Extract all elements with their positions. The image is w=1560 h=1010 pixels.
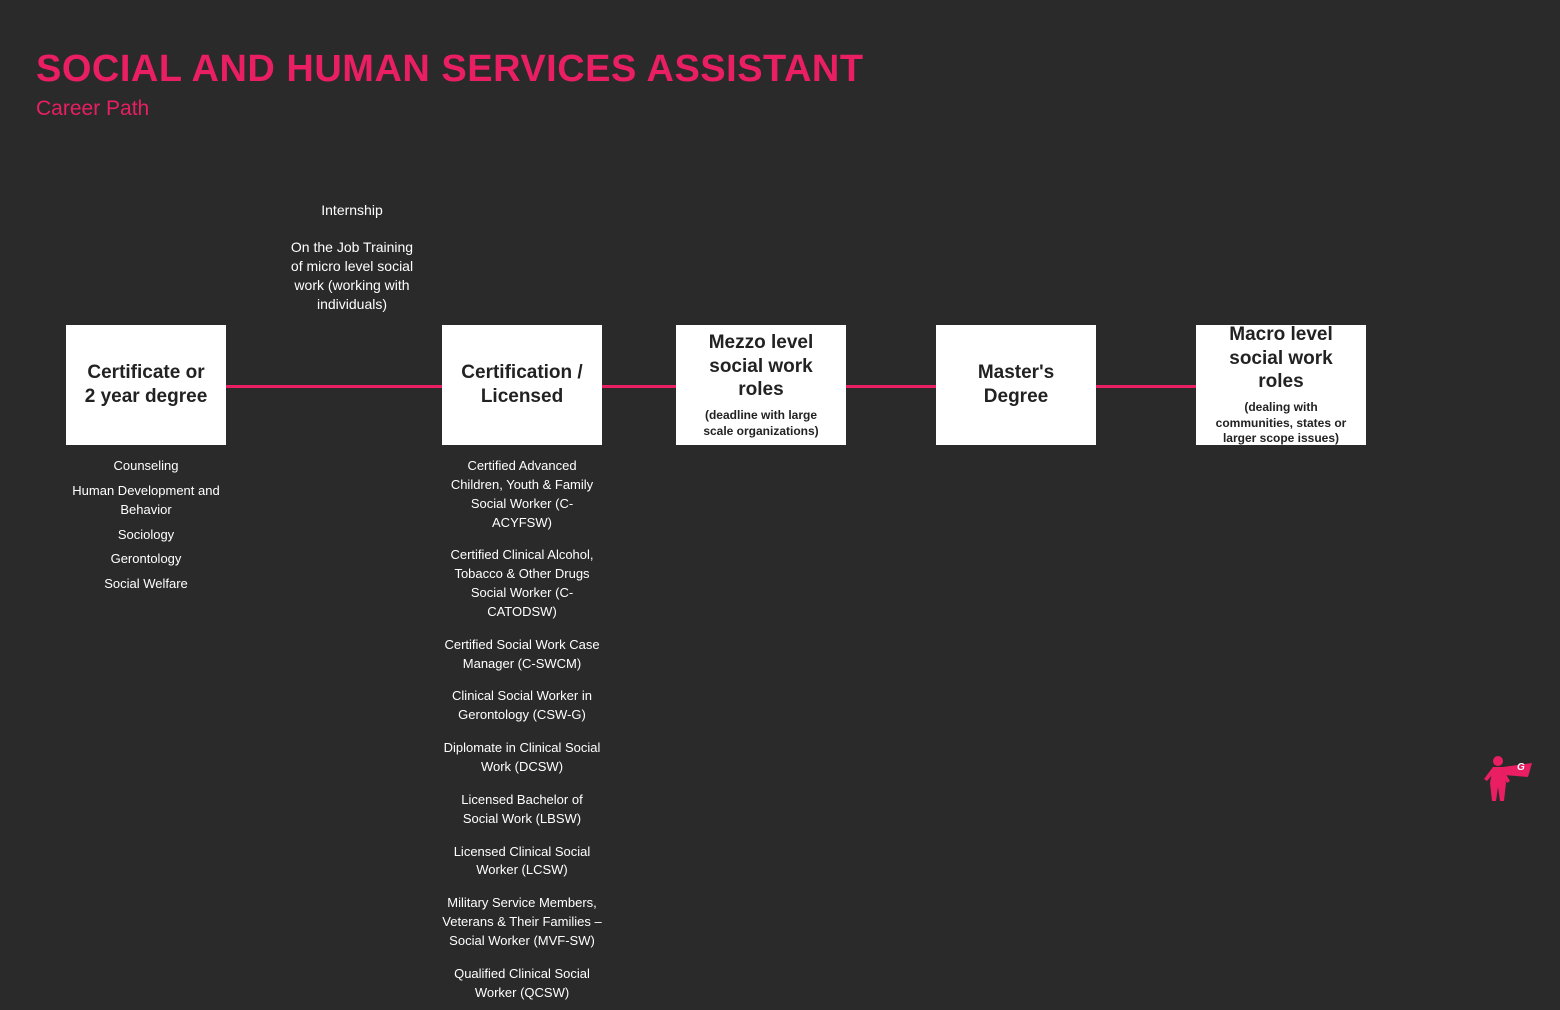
list-item: Gerontology (66, 550, 226, 569)
list-item: Counseling (66, 457, 226, 476)
node-label: Macro level social work roles (1210, 323, 1352, 394)
node-box-macro: Macro level social work roles (dealing w… (1196, 325, 1366, 445)
list-item: Certified Advanced Children, Youth & Fam… (442, 457, 602, 532)
node-masters: Master's Degree (936, 201, 1096, 445)
list-item: Human Development and Behavior (66, 482, 226, 520)
node-box-certificate: Certificate or 2 year degree (66, 325, 226, 445)
page-title: SOCIAL AND HUMAN SERVICES ASSISTANT (36, 48, 1560, 91)
list-item: Clinical Social Worker in Gerontology (C… (442, 687, 602, 725)
list-item: Licensed Clinical Social Worker (LCSW) (442, 843, 602, 881)
list-item: Qualified Clinical Social Worker (QCSW) (442, 965, 602, 1003)
header: SOCIAL AND HUMAN SERVICES ASSISTANT Care… (0, 0, 1560, 121)
node-label: Mezzo level social work roles (690, 331, 832, 402)
node-box-certification: Certification / Licensed (442, 325, 602, 445)
above-item: On the Job Training of micro level socia… (287, 238, 417, 314)
node-sublabel: (deadline with large scale organizations… (690, 408, 832, 439)
node-training: Internship On the Job Training of micro … (272, 201, 432, 323)
certification-list: Certified Advanced Children, Youth & Fam… (442, 457, 602, 1010)
node-label: Certificate or 2 year degree (80, 361, 212, 409)
list-item: Sociology (66, 526, 226, 545)
node-sublabel: (dealing with communities, states or lar… (1210, 400, 1352, 447)
list-item: Licensed Bachelor of Social Work (LBSW) (442, 791, 602, 829)
page-subtitle: Career Path (36, 97, 1560, 121)
node-certification: Certification / Licensed Certified Advan… (442, 201, 602, 1010)
nodes-row: Certificate or 2 year degree Counseling … (0, 201, 1560, 1010)
node-box-masters: Master's Degree (936, 325, 1096, 445)
list-item: Social Welfare (66, 575, 226, 594)
node-label: Master's Degree (950, 361, 1082, 409)
node-box-mezzo: Mezzo level social work roles (deadline … (676, 325, 846, 445)
training-above-group: Internship On the Job Training of micro … (287, 201, 417, 313)
node-macro: Macro level social work roles (dealing w… (1196, 201, 1366, 445)
list-item: Military Service Members, Veterans & The… (442, 894, 602, 951)
list-item: Certified Social Work Case Manager (C-SW… (442, 636, 602, 674)
list-item: Certified Clinical Alcohol, Tobacco & Ot… (442, 546, 602, 621)
node-mezzo: Mezzo level social work roles (deadline … (676, 201, 846, 445)
node-certificate: Certificate or 2 year degree Counseling … (66, 201, 226, 594)
node-label: Certification / Licensed (456, 361, 588, 409)
list-item: Diplomate in Clinical Social Work (DCSW) (442, 739, 602, 777)
above-item: Internship (321, 201, 382, 220)
career-path-diagram: Certificate or 2 year degree Counseling … (0, 201, 1560, 1010)
certificate-topics-list: Counseling Human Development and Behavio… (66, 457, 226, 594)
